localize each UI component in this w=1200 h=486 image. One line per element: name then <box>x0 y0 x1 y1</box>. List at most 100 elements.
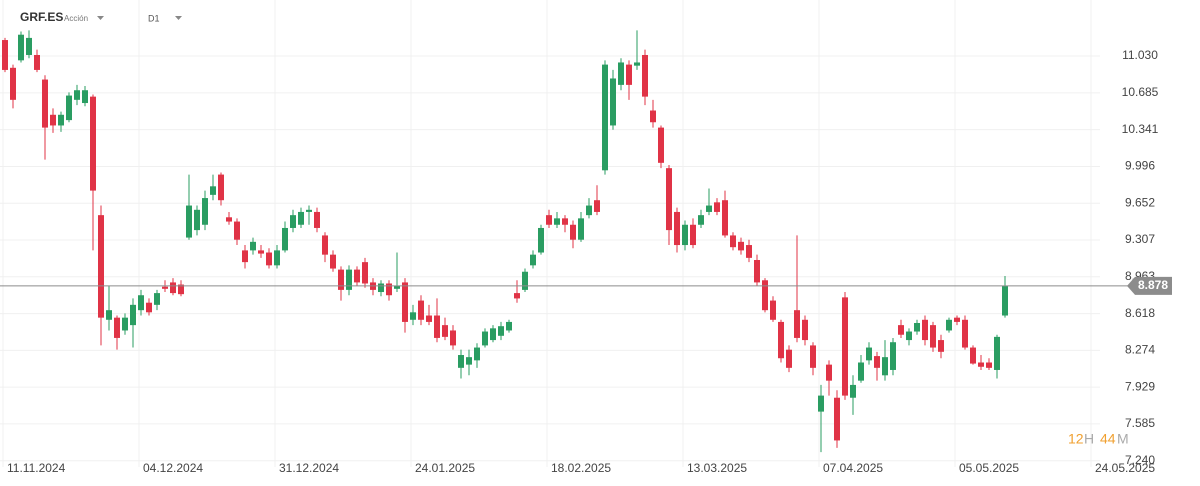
candle-body <box>258 250 264 254</box>
candle-body <box>114 317 120 338</box>
candle-body <box>994 336 1000 370</box>
y-tick-label: 8.274 <box>1125 342 1155 356</box>
candle-body <box>738 241 744 251</box>
candle-body <box>234 221 240 240</box>
candle-body <box>602 64 608 171</box>
candle-body <box>146 302 152 313</box>
candle-body <box>322 235 328 255</box>
candle-body <box>690 224 696 246</box>
candle-body <box>906 331 912 341</box>
candle-body <box>802 319 808 341</box>
countdown-unit: M <box>1117 431 1129 447</box>
candle-body <box>506 321 512 331</box>
candle-body <box>538 227 544 253</box>
candle-body <box>122 317 128 331</box>
candle-body <box>666 168 672 231</box>
countdown: 12 H 44 M <box>1068 431 1129 447</box>
candle-body <box>898 325 904 335</box>
candle-body <box>314 211 320 228</box>
timeframe: D1 <box>148 13 160 23</box>
candle-body <box>474 347 480 361</box>
candle-body <box>930 325 936 348</box>
candle-body <box>50 114 56 126</box>
candle-body <box>74 90 80 100</box>
candle-body <box>634 62 640 66</box>
candle-body <box>330 254 336 269</box>
candle-body <box>522 271 528 290</box>
x-tick-label: 04.12.2024 <box>143 461 203 475</box>
y-tick-label: 7.929 <box>1125 379 1155 393</box>
candle-body <box>18 34 24 61</box>
candle-body <box>818 395 824 412</box>
dropdown-caret[interactable] <box>97 16 104 20</box>
y-tick-label: 9.652 <box>1125 195 1155 209</box>
countdown-hours: 12 <box>1068 431 1084 447</box>
dropdown-caret[interactable] <box>175 16 182 20</box>
candle-body <box>834 397 840 441</box>
candle-body <box>586 205 592 216</box>
candle-body <box>794 310 800 338</box>
countdown-minutes: 44 <box>1100 431 1116 447</box>
candle-body <box>842 297 848 396</box>
candle-body <box>938 340 944 352</box>
asset-type: Acción <box>64 14 88 23</box>
candle-body <box>914 322 920 332</box>
candle-body <box>698 215 704 225</box>
candle-body <box>90 96 96 191</box>
candle-body <box>554 218 560 225</box>
candle-body <box>978 362 984 367</box>
candle-body <box>354 269 360 283</box>
x-tick-label: 18.02.2025 <box>551 461 611 475</box>
x-tick-label: 11.11.2024 <box>7 461 66 475</box>
candle-body <box>298 211 304 225</box>
candle-body <box>962 319 968 348</box>
candle-body <box>394 285 400 289</box>
candle-body <box>826 364 832 381</box>
candle-body <box>210 186 216 195</box>
y-tick-label: 11.030 <box>1122 48 1158 62</box>
candle-body <box>746 245 752 258</box>
candle-body <box>2 40 8 70</box>
candle-body <box>562 218 568 225</box>
y-tick-label: 7.240 <box>1125 453 1155 467</box>
candle-body <box>98 215 104 318</box>
candle-body <box>1002 285 1008 316</box>
candle-body <box>754 259 760 283</box>
candle-body <box>58 114 64 126</box>
candle-body <box>82 90 88 104</box>
candle-body <box>194 209 200 231</box>
countdown-unit: H <box>1084 431 1094 447</box>
candle-body <box>442 325 448 337</box>
candle-body <box>26 37 32 55</box>
candle-body <box>626 64 632 85</box>
y-tick-label: 7.585 <box>1125 416 1155 430</box>
candle-body <box>530 254 536 266</box>
candle-body <box>450 330 456 346</box>
candle-body <box>466 357 472 365</box>
candle-body <box>546 215 552 225</box>
candle-body <box>674 211 680 246</box>
candle-body <box>410 312 416 320</box>
candle-body <box>610 78 616 126</box>
candle-body <box>130 304 136 326</box>
candle-body <box>578 218 584 240</box>
candle-body <box>10 67 16 100</box>
candle-body <box>866 347 872 361</box>
x-tick-label: 24.01.2025 <box>415 461 475 475</box>
candle-body <box>706 205 712 212</box>
candle-body <box>482 331 488 346</box>
candle-body <box>42 79 48 128</box>
candle-body <box>170 282 176 294</box>
candle-body <box>770 300 776 320</box>
symbol: GRF.ES <box>20 10 63 24</box>
candle-body <box>890 342 896 370</box>
candle-body <box>346 269 352 290</box>
candle-body <box>722 200 728 236</box>
candle-body <box>618 62 624 85</box>
candle-body <box>306 209 312 212</box>
candle-body <box>274 250 280 266</box>
candle-body <box>714 202 720 212</box>
candle-body <box>594 200 600 212</box>
candle-body <box>338 269 344 290</box>
